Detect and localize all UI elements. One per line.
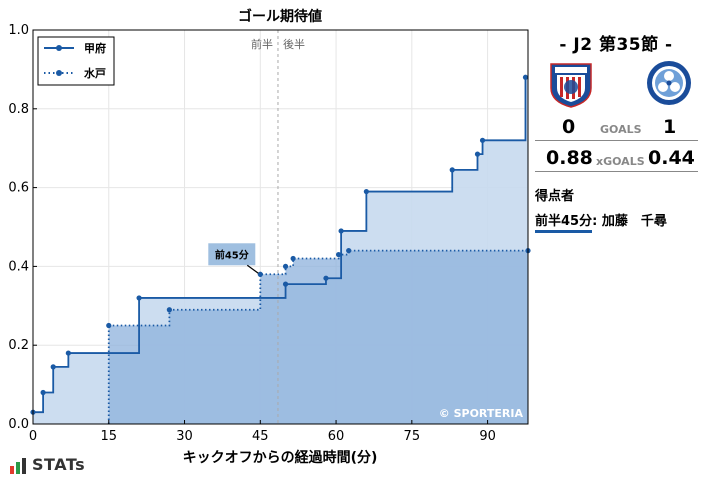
ventforet-kofu-crest-icon	[550, 63, 592, 108]
goals-row: 0 GOALS 1	[535, 116, 698, 141]
annotation-arrow	[246, 264, 259, 274]
xg-areas	[33, 77, 528, 424]
xg-point	[346, 248, 352, 254]
xg-point	[522, 74, 529, 80]
half-time-marker: 前半 後半	[251, 30, 305, 424]
y-tick-label: 0.4	[8, 259, 29, 274]
axis-ticks: 0 15 30 45 60 75 90 0.0 0.2 0.4 0.6 0.8 1.0	[8, 23, 496, 444]
x-tick-label: 30	[176, 429, 193, 444]
xgoals-label: xGOALS	[596, 155, 645, 168]
y-tick-label: 0.8	[8, 102, 29, 117]
x-tick-label: 90	[479, 429, 496, 444]
xg-area-1	[108, 250, 528, 424]
match-panel: - J2 第35節 - 0 GOALS 1 0.88 xGOALS 0.44 得…	[535, 0, 705, 479]
scorer-time: 前半45分	[535, 214, 593, 233]
legend: 甲府 水戸	[37, 36, 115, 86]
y-tick-label: 0.0	[8, 417, 29, 432]
xg-point	[479, 137, 486, 143]
mito-hollyhock-crest-icon	[647, 61, 691, 105]
xg-point	[282, 263, 289, 269]
stats-logo: STATs	[10, 455, 85, 474]
xgoals-row: 0.88 xGOALS 0.44	[535, 147, 698, 172]
xg-point	[323, 275, 329, 281]
xg-point	[338, 228, 344, 234]
xg-point	[282, 281, 289, 287]
x-tick-label: 0	[29, 429, 37, 444]
xg-point	[40, 389, 46, 396]
annotations: 前45分	[208, 243, 259, 274]
xg-point	[474, 151, 481, 157]
first-half-label: 前半	[251, 37, 273, 51]
away-goals: 1	[663, 116, 677, 138]
xg-point	[50, 364, 56, 370]
stats-logo-text: STATs	[32, 455, 86, 474]
x-tick-label: 75	[404, 429, 421, 444]
home-goals: 0	[562, 116, 576, 138]
y-tick-label: 0.6	[8, 181, 29, 196]
xg-point	[166, 307, 172, 313]
second-half-label: 後半	[283, 37, 305, 51]
x-tick-label: 60	[328, 429, 345, 444]
y-tick-label: 1.0	[8, 23, 29, 38]
annotation-label: 前45分	[215, 248, 249, 261]
scorer-name: : 加藤 千尋	[592, 214, 667, 229]
legend-label-away: 水戸	[84, 66, 106, 80]
xg-point	[290, 255, 296, 262]
away-xg: 0.44	[648, 147, 695, 169]
xg-point	[449, 167, 455, 173]
stats-logo-icon	[10, 458, 26, 474]
annotation-box	[208, 243, 256, 266]
y-tick-label: 0.2	[8, 338, 29, 353]
chart-title: ゴール期待値	[238, 8, 322, 25]
xg-line-1	[108, 249, 528, 327]
plot-frame	[32, 29, 529, 425]
xg-point	[257, 271, 263, 277]
goals-label: GOALS	[600, 123, 642, 136]
home-xg: 0.88	[546, 147, 593, 169]
scorers-title: 得点者	[535, 189, 575, 204]
xg-point	[65, 350, 71, 356]
xg-point	[335, 251, 342, 258]
scorer-row: 前半45分: 加藤 千尋	[535, 210, 667, 233]
x-tick-label: 15	[100, 429, 117, 444]
xg-point	[106, 322, 112, 329]
watermark: © SPORTERIA	[439, 407, 524, 420]
xg-points	[30, 74, 531, 415]
x-axis-title: キックオフからの経過時間(分)	[183, 449, 378, 466]
xg-point	[363, 188, 369, 195]
match-title: - J2 第35節 -	[559, 35, 673, 55]
xg-point	[136, 295, 142, 301]
legend-label-home: 甲府	[84, 41, 106, 55]
x-tick-label: 45	[252, 429, 269, 444]
